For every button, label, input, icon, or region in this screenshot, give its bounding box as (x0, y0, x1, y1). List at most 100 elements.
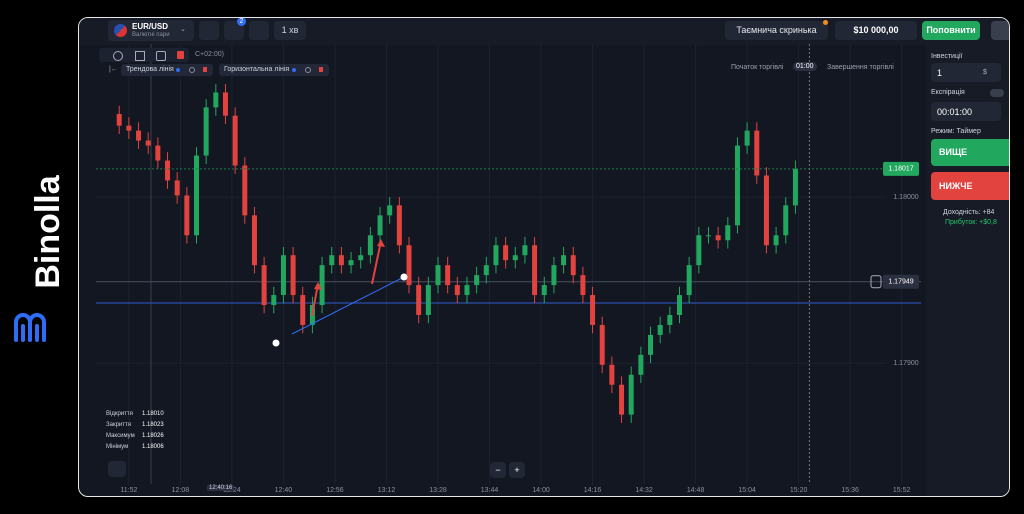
candle-body (184, 195, 190, 236)
candle-body (754, 130, 760, 176)
candle-body (290, 255, 296, 296)
candle-body (116, 114, 122, 126)
x-tick-label: 13:28 (429, 487, 447, 494)
x-tick-label: 12:56 (326, 487, 344, 494)
horizontal-line-chip[interactable]: Горизонтальна лінія (219, 64, 329, 76)
trade-time: 01:00 (793, 62, 817, 71)
candle-body (329, 255, 335, 266)
candle-body (377, 215, 383, 236)
collapse-icon[interactable]: |← (109, 66, 118, 73)
expiration-toggle[interactable] (990, 89, 1004, 97)
trend-anchor (272, 339, 280, 347)
candle-body (300, 295, 306, 325)
x-tick-label: 14:32 (635, 487, 653, 494)
candle-body (416, 285, 422, 315)
mystery-box-button[interactable]: Таємнича скринька (725, 21, 828, 40)
investment-label: Інвестиції (931, 53, 963, 60)
up-button[interactable]: ВИЩЕ (931, 139, 1009, 166)
x-tick-label: 15:20 (790, 487, 808, 494)
pair-flag (114, 24, 127, 37)
candle-body (512, 255, 518, 261)
arrow (371, 240, 382, 285)
candle-body (522, 245, 528, 256)
balance-button[interactable]: $10 000,00 (835, 21, 917, 40)
chart-type-button[interactable] (249, 21, 269, 40)
x-tick-label: 14:48 (687, 487, 705, 494)
ohlc-value: 1.18010 (142, 411, 164, 417)
candle-body (464, 285, 470, 296)
drawings-button[interactable] (224, 21, 244, 40)
ohlc-value: 1.18006 (142, 444, 164, 450)
profile-button[interactable] (991, 21, 1009, 40)
delete-icon[interactable] (177, 51, 184, 59)
ohlc-label: Відкриття (106, 411, 133, 417)
candle-body (203, 107, 209, 156)
drawings-badge: 2 (237, 18, 246, 26)
x-tick-label: 15:52 (893, 487, 911, 494)
line-price-tag (883, 274, 919, 289)
candle-body (338, 255, 344, 266)
candle-body (503, 245, 509, 261)
top-bar: EUR/USD Валютні пари ⌄ 2 1 хв Таємнича с… (79, 18, 1009, 45)
profit: Прибуток: +$0,8 (945, 219, 997, 226)
x-tick-label: 15:36 (841, 487, 859, 494)
deposit-button[interactable]: Поповнити (922, 21, 980, 40)
y-tick-label: 1.17900 (893, 360, 918, 367)
arrow-head (314, 282, 322, 290)
expiration-label: Експірація (931, 89, 965, 96)
candle-body (609, 364, 615, 385)
trend-line-chip[interactable]: Трендова лінія (121, 64, 213, 76)
candle-body (165, 160, 171, 181)
candle-body (580, 275, 586, 296)
line-price-icon (870, 275, 882, 289)
investment-value: 1 (937, 68, 943, 78)
line-price-label: 1.17949 (888, 279, 913, 286)
expiration-input[interactable]: 00:01:00 (931, 102, 1001, 121)
x-tick-label: 15:04 (738, 487, 756, 494)
chart-settings-button[interactable] (108, 461, 126, 477)
candle-body (628, 374, 634, 415)
pair-selector[interactable]: EUR/USD Валютні пари ⌄ (108, 20, 194, 41)
pair-name: EUR/USD (132, 22, 169, 31)
x-tick-label: 12:08 (172, 487, 190, 494)
candle-body (194, 155, 199, 236)
candle-body (657, 324, 663, 335)
x-tick-label: 11:52 (120, 487, 137, 494)
investment-input[interactable]: 1 $ (931, 63, 1001, 82)
dropdown-caret: ⌄ (180, 26, 186, 33)
trend-anchor (400, 273, 408, 281)
zoom-in[interactable]: + (509, 462, 525, 478)
indicators-button[interactable] (199, 21, 219, 40)
candle-body (155, 145, 161, 161)
candle-body (570, 255, 576, 276)
candle-body (599, 324, 605, 365)
candle-body (705, 235, 711, 237)
trade-panel: Інвестиції 1 $ Експірація 00:01:00 Режим… (926, 45, 1009, 496)
down-button[interactable]: НИЖЧЕ (931, 172, 1009, 200)
candle-body (638, 354, 644, 375)
candle-body (677, 295, 682, 315)
settings-icon[interactable] (113, 51, 123, 61)
candle-body (551, 265, 557, 286)
candle-body (367, 235, 373, 256)
copy-icon[interactable] (135, 51, 145, 61)
lock-icon[interactable] (156, 51, 166, 61)
candle-body (483, 265, 489, 276)
horizontal-line-label: Горизонтальна лінія (224, 66, 290, 73)
candle-body (454, 285, 460, 296)
zoom-out[interactable]: − (490, 462, 506, 478)
x-tick-label: 13:12 (378, 487, 396, 494)
candle-body (232, 115, 238, 166)
candle-body (493, 245, 499, 266)
candle-body (387, 205, 393, 216)
candle-body (648, 334, 654, 355)
candle-body (783, 205, 789, 236)
brand-logo: Binolla (14, 174, 67, 342)
timeframe-button[interactable]: 1 хв (274, 21, 306, 40)
current-price-label: 1.18017 (888, 166, 913, 173)
candle-body (213, 92, 219, 108)
candle-body (319, 265, 325, 306)
ohlc-value: 1.18026 (142, 433, 164, 439)
candle-body (734, 145, 740, 226)
